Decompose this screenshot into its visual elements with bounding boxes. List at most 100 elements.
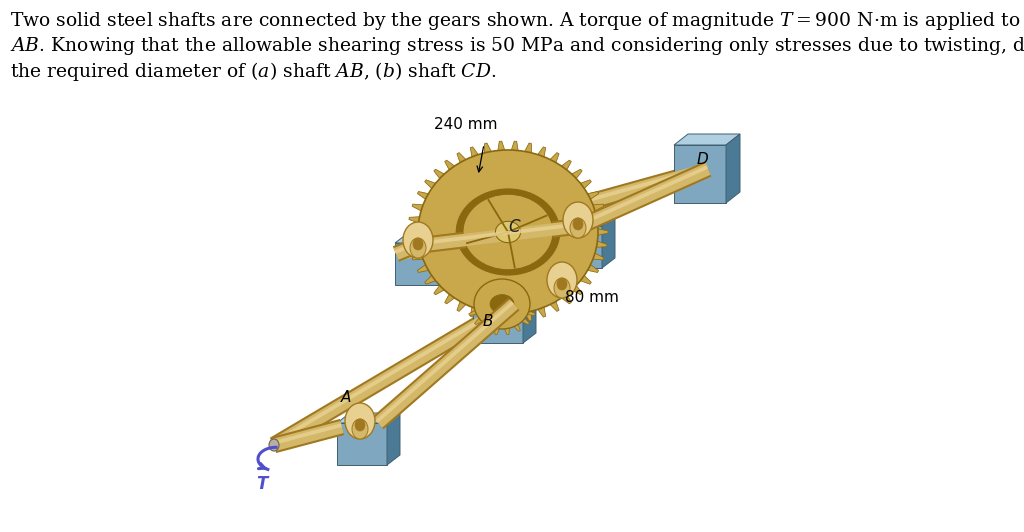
Polygon shape (526, 310, 536, 315)
Polygon shape (526, 293, 536, 298)
Polygon shape (470, 306, 479, 317)
Polygon shape (528, 302, 537, 306)
Polygon shape (592, 204, 604, 211)
Polygon shape (513, 277, 520, 285)
Text: B: B (482, 314, 494, 329)
Polygon shape (483, 277, 490, 285)
Polygon shape (469, 310, 477, 315)
Polygon shape (513, 323, 520, 331)
Polygon shape (521, 318, 529, 325)
Text: D: D (696, 153, 708, 168)
Polygon shape (549, 153, 559, 163)
Polygon shape (495, 273, 500, 281)
Polygon shape (498, 312, 505, 323)
Polygon shape (726, 134, 740, 203)
Ellipse shape (496, 221, 520, 243)
Polygon shape (511, 141, 518, 152)
Polygon shape (474, 284, 483, 290)
Polygon shape (409, 217, 421, 223)
Ellipse shape (355, 419, 365, 431)
Polygon shape (473, 301, 523, 343)
Polygon shape (521, 284, 529, 290)
Polygon shape (408, 229, 419, 235)
Ellipse shape (573, 218, 583, 230)
Polygon shape (597, 229, 608, 235)
Text: 240 mm: 240 mm (434, 117, 498, 132)
Polygon shape (504, 273, 509, 281)
Polygon shape (425, 275, 436, 284)
Polygon shape (387, 413, 400, 465)
Ellipse shape (457, 189, 560, 275)
Polygon shape (337, 413, 400, 423)
Text: Two solid steel shafts are connected by the gears shown. A torque of magnitude $: Two solid steel shafts are connected by … (10, 10, 1024, 32)
Polygon shape (434, 169, 445, 179)
Polygon shape (484, 310, 492, 321)
Ellipse shape (547, 262, 577, 298)
Polygon shape (395, 243, 445, 285)
Polygon shape (469, 293, 477, 298)
Polygon shape (337, 423, 387, 465)
Ellipse shape (557, 278, 567, 290)
Polygon shape (412, 204, 424, 211)
Polygon shape (457, 153, 467, 163)
Polygon shape (592, 253, 604, 260)
Polygon shape (504, 327, 509, 335)
Polygon shape (434, 285, 445, 295)
Polygon shape (580, 180, 591, 189)
Polygon shape (425, 180, 436, 189)
Polygon shape (560, 293, 571, 304)
Ellipse shape (463, 194, 553, 270)
Polygon shape (457, 301, 467, 311)
Polygon shape (549, 301, 559, 311)
Text: 80 mm: 80 mm (565, 289, 618, 304)
Polygon shape (537, 306, 546, 317)
Text: A: A (341, 390, 351, 405)
Polygon shape (511, 312, 518, 323)
Polygon shape (474, 318, 483, 325)
Polygon shape (467, 302, 475, 306)
Polygon shape (418, 264, 429, 272)
Ellipse shape (570, 218, 586, 238)
Polygon shape (570, 285, 582, 295)
Text: the required diameter of ($a$) shaft $AB$, ($b$) shaft $CD$.: the required diameter of ($a$) shaft $AB… (10, 60, 497, 83)
Polygon shape (524, 143, 531, 154)
Ellipse shape (352, 419, 368, 439)
Polygon shape (418, 192, 429, 200)
Polygon shape (524, 310, 531, 321)
Polygon shape (580, 275, 591, 284)
Polygon shape (602, 216, 615, 268)
Polygon shape (498, 141, 505, 152)
Polygon shape (560, 160, 571, 171)
Ellipse shape (345, 403, 375, 439)
Text: T: T (256, 475, 267, 493)
Polygon shape (587, 192, 599, 200)
Polygon shape (674, 134, 740, 145)
Polygon shape (445, 233, 458, 285)
Polygon shape (409, 241, 421, 247)
Polygon shape (674, 145, 726, 203)
Polygon shape (595, 217, 607, 223)
Polygon shape (470, 147, 479, 158)
Ellipse shape (418, 150, 598, 314)
Polygon shape (570, 169, 582, 179)
Polygon shape (537, 147, 546, 158)
Polygon shape (552, 216, 615, 226)
Ellipse shape (554, 278, 570, 298)
Polygon shape (444, 160, 456, 171)
Polygon shape (483, 323, 490, 331)
Ellipse shape (410, 238, 426, 258)
Ellipse shape (490, 295, 514, 313)
Polygon shape (495, 327, 500, 335)
Polygon shape (587, 264, 599, 272)
Polygon shape (552, 226, 602, 268)
Polygon shape (484, 143, 492, 154)
Polygon shape (473, 291, 536, 301)
Text: C: C (508, 218, 520, 236)
Polygon shape (395, 233, 458, 243)
Ellipse shape (269, 439, 279, 451)
Polygon shape (412, 253, 424, 260)
Polygon shape (595, 241, 607, 247)
Polygon shape (444, 293, 456, 304)
Text: $AB$. Knowing that the allowable shearing stress is 50 MPa and considering only : $AB$. Knowing that the allowable shearin… (10, 35, 1024, 57)
Ellipse shape (413, 238, 423, 250)
